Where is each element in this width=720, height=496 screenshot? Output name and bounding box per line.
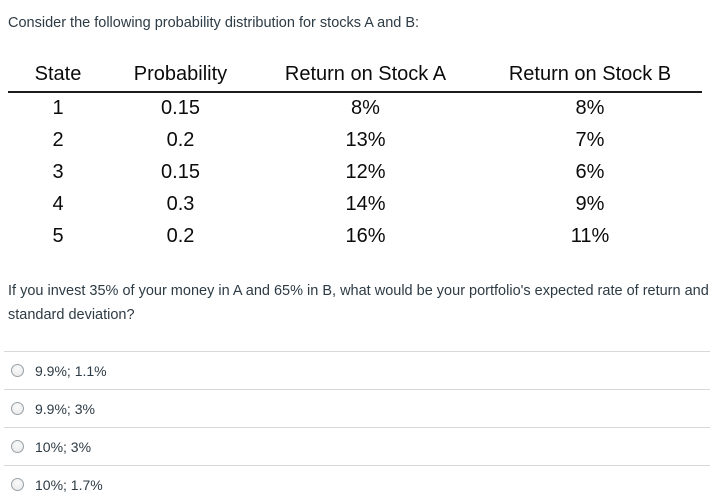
answer-option-1[interactable]: 9.9%; 1.1% [4, 351, 710, 389]
radio-button-icon[interactable] [11, 402, 24, 415]
cell-state: 5 [52, 224, 64, 247]
cell-return-b: 6% [575, 160, 605, 183]
column-header-return-a: Return on Stock A [253, 61, 478, 93]
table-row: 4 0.3 14% 9% [8, 188, 702, 220]
quiz-question-page: Consider the following probability distr… [0, 13, 720, 496]
answer-option-2[interactable]: 9.9%; 3% [4, 389, 710, 427]
question-prompt-text: If you invest 35% of your money in A and… [8, 283, 709, 323]
cell-return-a: 8% [351, 97, 380, 119]
cell-return-b: 7% [575, 128, 605, 151]
cell-return-a: 13% [345, 128, 386, 151]
cell-return-a: 16% [345, 224, 386, 247]
radio-button-icon[interactable] [11, 440, 24, 453]
cell-state: 3 [52, 160, 64, 183]
radio-button-icon[interactable] [11, 478, 24, 491]
cell-probability: 0.2 [166, 224, 195, 247]
answer-option-label: 10%; 3% [35, 438, 92, 455]
cell-return-b: 11% [570, 224, 610, 247]
table-row: 3 0.15 12% 6% [8, 156, 702, 188]
question-intro-text: Consider the following probability distr… [8, 15, 420, 31]
answer-options-list: 9.9%; 1.1% 9.9%; 3% 10%; 3% 10%; 1.7% [4, 351, 710, 496]
column-header-return-b: Return on Stock B [478, 61, 702, 93]
table-row: 1 0.15 8% 8% [8, 92, 702, 124]
column-header-probability: Probability [108, 61, 253, 93]
cell-probability: 0.3 [166, 192, 195, 215]
cell-state: 4 [52, 192, 64, 215]
answer-option-4[interactable]: 10%; 1.7% [4, 465, 710, 496]
cell-return-a: 12% [345, 160, 386, 183]
probability-distribution-table: State Probability Return on Stock A Retu… [8, 61, 702, 252]
radio-button-icon[interactable] [11, 364, 24, 377]
cell-return-b: 9% [575, 192, 605, 215]
answer-option-label: 9.9%; 1.1% [35, 362, 107, 379]
table-header-row: State Probability Return on Stock A Retu… [8, 61, 702, 93]
cell-probability: 0.15 [161, 97, 200, 119]
cell-probability: 0.2 [166, 128, 195, 151]
cell-return-a: 14% [345, 192, 386, 215]
table-row: 2 0.2 13% 7% [8, 124, 702, 156]
answer-option-label: 9.9%; 3% [35, 400, 95, 417]
table-row: 5 0.2 16% 11% [8, 220, 702, 252]
cell-state: 1 [52, 97, 64, 119]
cell-probability: 0.15 [161, 160, 200, 183]
cell-state: 2 [52, 128, 64, 151]
cell-return-b: 8% [575, 97, 605, 119]
answer-option-label: 10%; 1.7% [35, 476, 103, 493]
answer-option-3[interactable]: 10%; 3% [4, 427, 710, 465]
column-header-state: State [8, 61, 108, 93]
